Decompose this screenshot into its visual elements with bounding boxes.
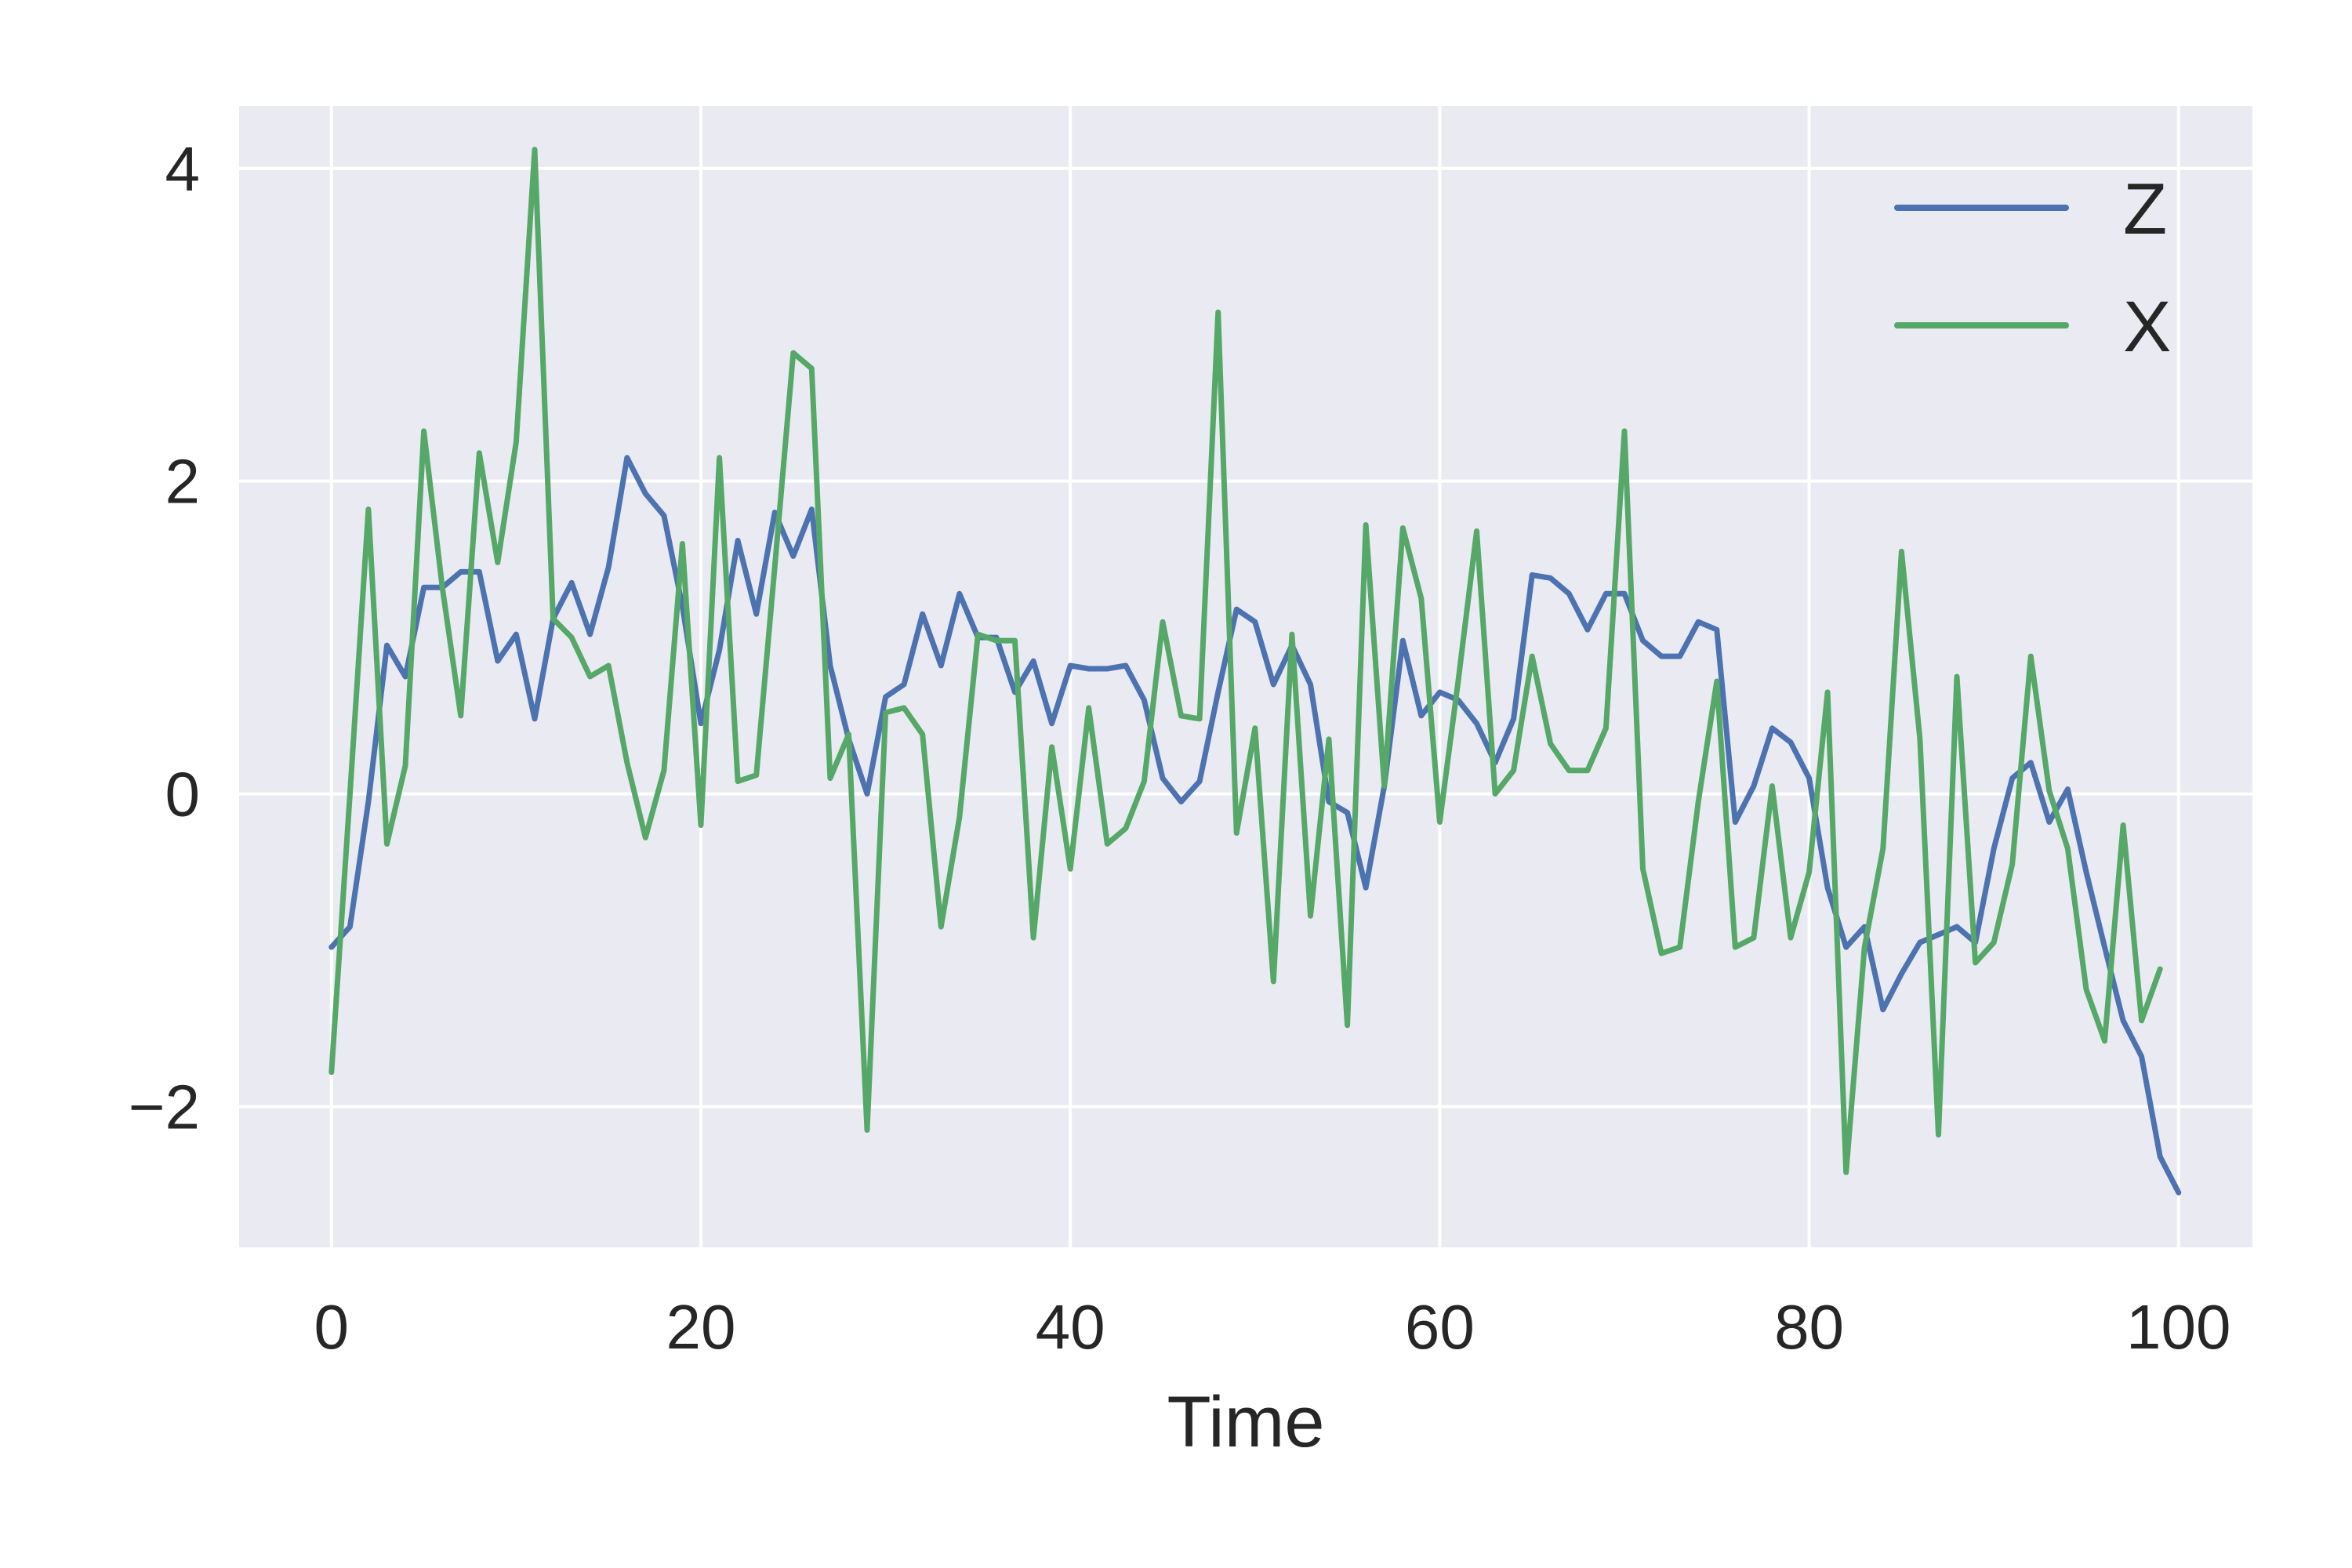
- legend-label-x: X: [2123, 287, 2171, 367]
- x-tick-label: 60: [1405, 1292, 1475, 1362]
- x-tick-label: 80: [1774, 1292, 1844, 1362]
- legend-label-z: Z: [2123, 169, 2167, 249]
- series-line-z: [328, 455, 2182, 1196]
- x-tick-labels: 0 20 40 60 80 100: [314, 1292, 2231, 1362]
- y-tick-label: 2: [165, 447, 201, 517]
- series-line-x: [328, 147, 2163, 1175]
- x-tick-label: 40: [1036, 1292, 1105, 1362]
- y-tick-label: 4: [165, 134, 201, 204]
- y-tick-labels: −2 0 2 4: [129, 134, 200, 1142]
- grid-lines: [239, 106, 2252, 1247]
- y-tick-label: −2: [129, 1072, 200, 1142]
- x-tick-label: 0: [314, 1292, 350, 1362]
- plot-area-background: [239, 106, 2252, 1247]
- y-tick-label: 0: [165, 760, 201, 829]
- x-axis-label: Time: [1167, 1382, 1324, 1462]
- x-tick-label: 100: [2126, 1292, 2230, 1362]
- legend: ZX: [1894, 169, 2171, 367]
- series-layer: [328, 147, 2182, 1196]
- x-tick-label: 20: [666, 1292, 735, 1362]
